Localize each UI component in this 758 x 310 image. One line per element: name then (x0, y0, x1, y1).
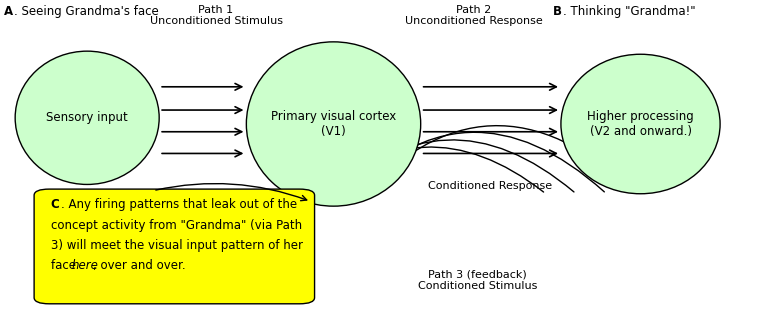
Text: B: B (553, 5, 562, 18)
FancyArrowPatch shape (325, 140, 574, 203)
FancyArrowPatch shape (340, 132, 604, 203)
Text: Primary visual cortex
(V1): Primary visual cortex (V1) (271, 110, 396, 138)
Text: Path 3 (feedback)
Conditioned Stimulus: Path 3 (feedback) Conditioned Stimulus (418, 270, 537, 291)
Text: C: C (51, 198, 60, 211)
Text: here: here (72, 259, 99, 272)
Ellipse shape (561, 54, 720, 194)
Text: . Seeing Grandma's face: . Seeing Grandma's face (14, 5, 158, 18)
FancyArrowPatch shape (356, 126, 634, 203)
Text: , over and over.: , over and over. (93, 259, 186, 272)
Text: 3) will meet the visual input pattern of her: 3) will meet the visual input pattern of… (51, 239, 302, 252)
Text: . Any firing patterns that leak out of the: . Any firing patterns that leak out of t… (61, 198, 297, 211)
Text: concept activity from "Grandma" (via Path: concept activity from "Grandma" (via Pat… (51, 219, 302, 232)
Ellipse shape (246, 42, 421, 206)
Text: . Thinking "Grandma!": . Thinking "Grandma!" (563, 5, 696, 18)
FancyBboxPatch shape (34, 189, 315, 304)
FancyArrowPatch shape (310, 147, 543, 203)
Text: Sensory input: Sensory input (46, 111, 128, 124)
Text: Path 2
Unconditioned Response: Path 2 Unconditioned Response (405, 5, 543, 26)
Text: face: face (51, 259, 80, 272)
Text: Path 1
Unconditioned Stimulus: Path 1 Unconditioned Stimulus (149, 5, 283, 26)
Ellipse shape (15, 51, 159, 184)
Text: A: A (4, 5, 13, 18)
Text: Conditioned Response: Conditioned Response (428, 181, 553, 191)
Text: Higher processing
(V2 and onward.): Higher processing (V2 and onward.) (587, 110, 694, 138)
